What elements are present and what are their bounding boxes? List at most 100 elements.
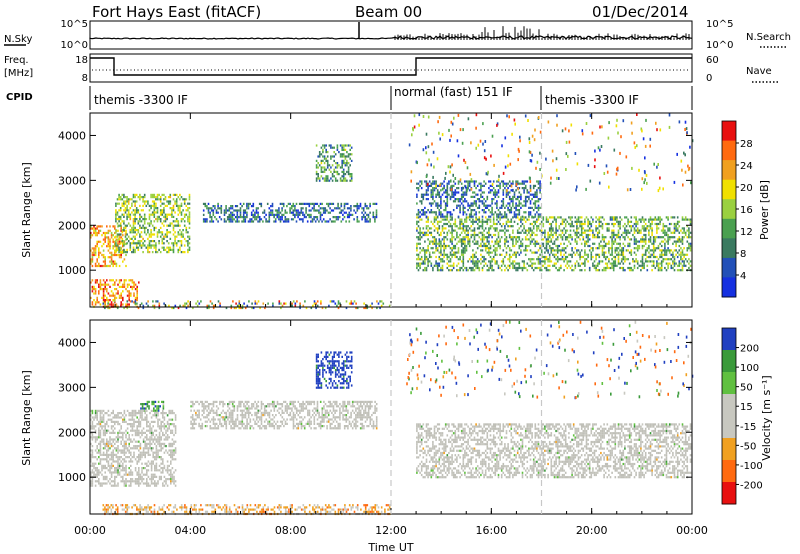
- power-cell: [217, 202, 219, 205]
- power-cell: [183, 244, 186, 247]
- power-cell: [334, 177, 337, 180]
- power-cell: [480, 193, 482, 196]
- power-cell: [440, 204, 442, 207]
- power-cell: [516, 180, 519, 183]
- power-cell: [457, 200, 460, 203]
- power-cell: [470, 233, 473, 237]
- power-cell: [462, 240, 465, 243]
- power-cell: [550, 249, 553, 252]
- power-cell: [604, 236, 607, 239]
- power-cell: [238, 306, 241, 310]
- power-cell: [337, 202, 339, 205]
- power-cell: [102, 299, 105, 302]
- power-cell: [576, 220, 578, 223]
- power-cell: [417, 220, 420, 223]
- power-cell: [593, 233, 596, 237]
- power-cell: [537, 187, 540, 190]
- power-cell: [249, 218, 251, 221]
- power-cell: [137, 211, 140, 214]
- power-cell: [478, 211, 481, 214]
- power-cell: [188, 242, 191, 245]
- power-cell: [491, 211, 493, 214]
- power-cell: [473, 209, 476, 212]
- power-cell: [502, 249, 505, 252]
- power-cell: [250, 213, 253, 216]
- power-cell: [96, 299, 98, 302]
- power-cell: [508, 202, 511, 205]
- power-cell: [451, 225, 453, 228]
- power-cell: [110, 294, 113, 297]
- power-cell: [451, 236, 453, 239]
- power-cell: [512, 198, 514, 201]
- power-noise: [599, 148, 601, 152]
- power-cell: [518, 236, 521, 239]
- power-cell: [460, 182, 463, 185]
- power-cell: [488, 247, 490, 250]
- velocity-cell: [104, 453, 106, 456]
- power-cell: [164, 204, 167, 207]
- power-cell: [134, 218, 136, 221]
- power-cell: [548, 222, 551, 226]
- power-cell: [226, 209, 229, 212]
- power-cell: [268, 211, 271, 214]
- power-cell: [436, 262, 439, 265]
- power-cell: [476, 222, 479, 226]
- power-cell: [467, 216, 469, 219]
- power-cell: [436, 204, 439, 207]
- power-cell: [435, 182, 437, 185]
- power-cell: [432, 266, 434, 270]
- power-cell: [532, 187, 535, 190]
- power-cell: [520, 251, 522, 254]
- power-cell: [502, 204, 505, 207]
- power-cell: [686, 229, 689, 232]
- power-cell: [544, 266, 546, 270]
- power-cell: [110, 253, 113, 257]
- power-cell: [235, 306, 237, 310]
- power-cell: [454, 238, 457, 241]
- power-cell: [295, 202, 298, 205]
- power-cell: [580, 216, 583, 219]
- power-cell: [254, 300, 257, 303]
- power-cell: [300, 218, 303, 221]
- power-cell: [537, 206, 540, 209]
- power-cell: [298, 213, 301, 216]
- power-cell: [481, 260, 484, 263]
- power-noise: [418, 113, 421, 117]
- power-cell: [134, 226, 136, 229]
- power-cell: [600, 225, 602, 228]
- power-cell: [640, 229, 642, 232]
- power-cell: [566, 220, 569, 223]
- power-cell: [657, 218, 660, 221]
- power-cell: [451, 184, 453, 187]
- power-cell: [364, 205, 367, 208]
- power-cell: [481, 195, 484, 198]
- power-cell: [122, 296, 124, 299]
- power-cell: [177, 207, 180, 210]
- power-cell: [475, 242, 477, 245]
- power-cell: [624, 222, 626, 226]
- power-cell: [163, 220, 165, 223]
- velocity-cell: [107, 442, 110, 445]
- power-cell: [537, 215, 540, 218]
- power-cell: [99, 303, 102, 306]
- power-cell: [122, 283, 124, 286]
- power-cell: [499, 238, 501, 241]
- power-noise: [550, 176, 552, 180]
- power-cell: [523, 191, 525, 194]
- power-cell: [468, 215, 471, 218]
- velocity-cell: [91, 478, 94, 481]
- power-cell: [507, 229, 509, 232]
- power-cell: [636, 247, 639, 250]
- power-cell: [592, 262, 594, 265]
- power-cell: [480, 220, 482, 223]
- power-noise: [606, 170, 609, 174]
- power-cell: [120, 240, 122, 243]
- power-cell: [433, 229, 436, 232]
- power-cell: [279, 220, 282, 223]
- power-cell: [119, 233, 122, 236]
- power-cell: [169, 207, 172, 210]
- power-noise: [657, 189, 660, 193]
- power-cell: [129, 215, 132, 218]
- power-cell: [156, 196, 159, 199]
- power-cell: [347, 170, 350, 173]
